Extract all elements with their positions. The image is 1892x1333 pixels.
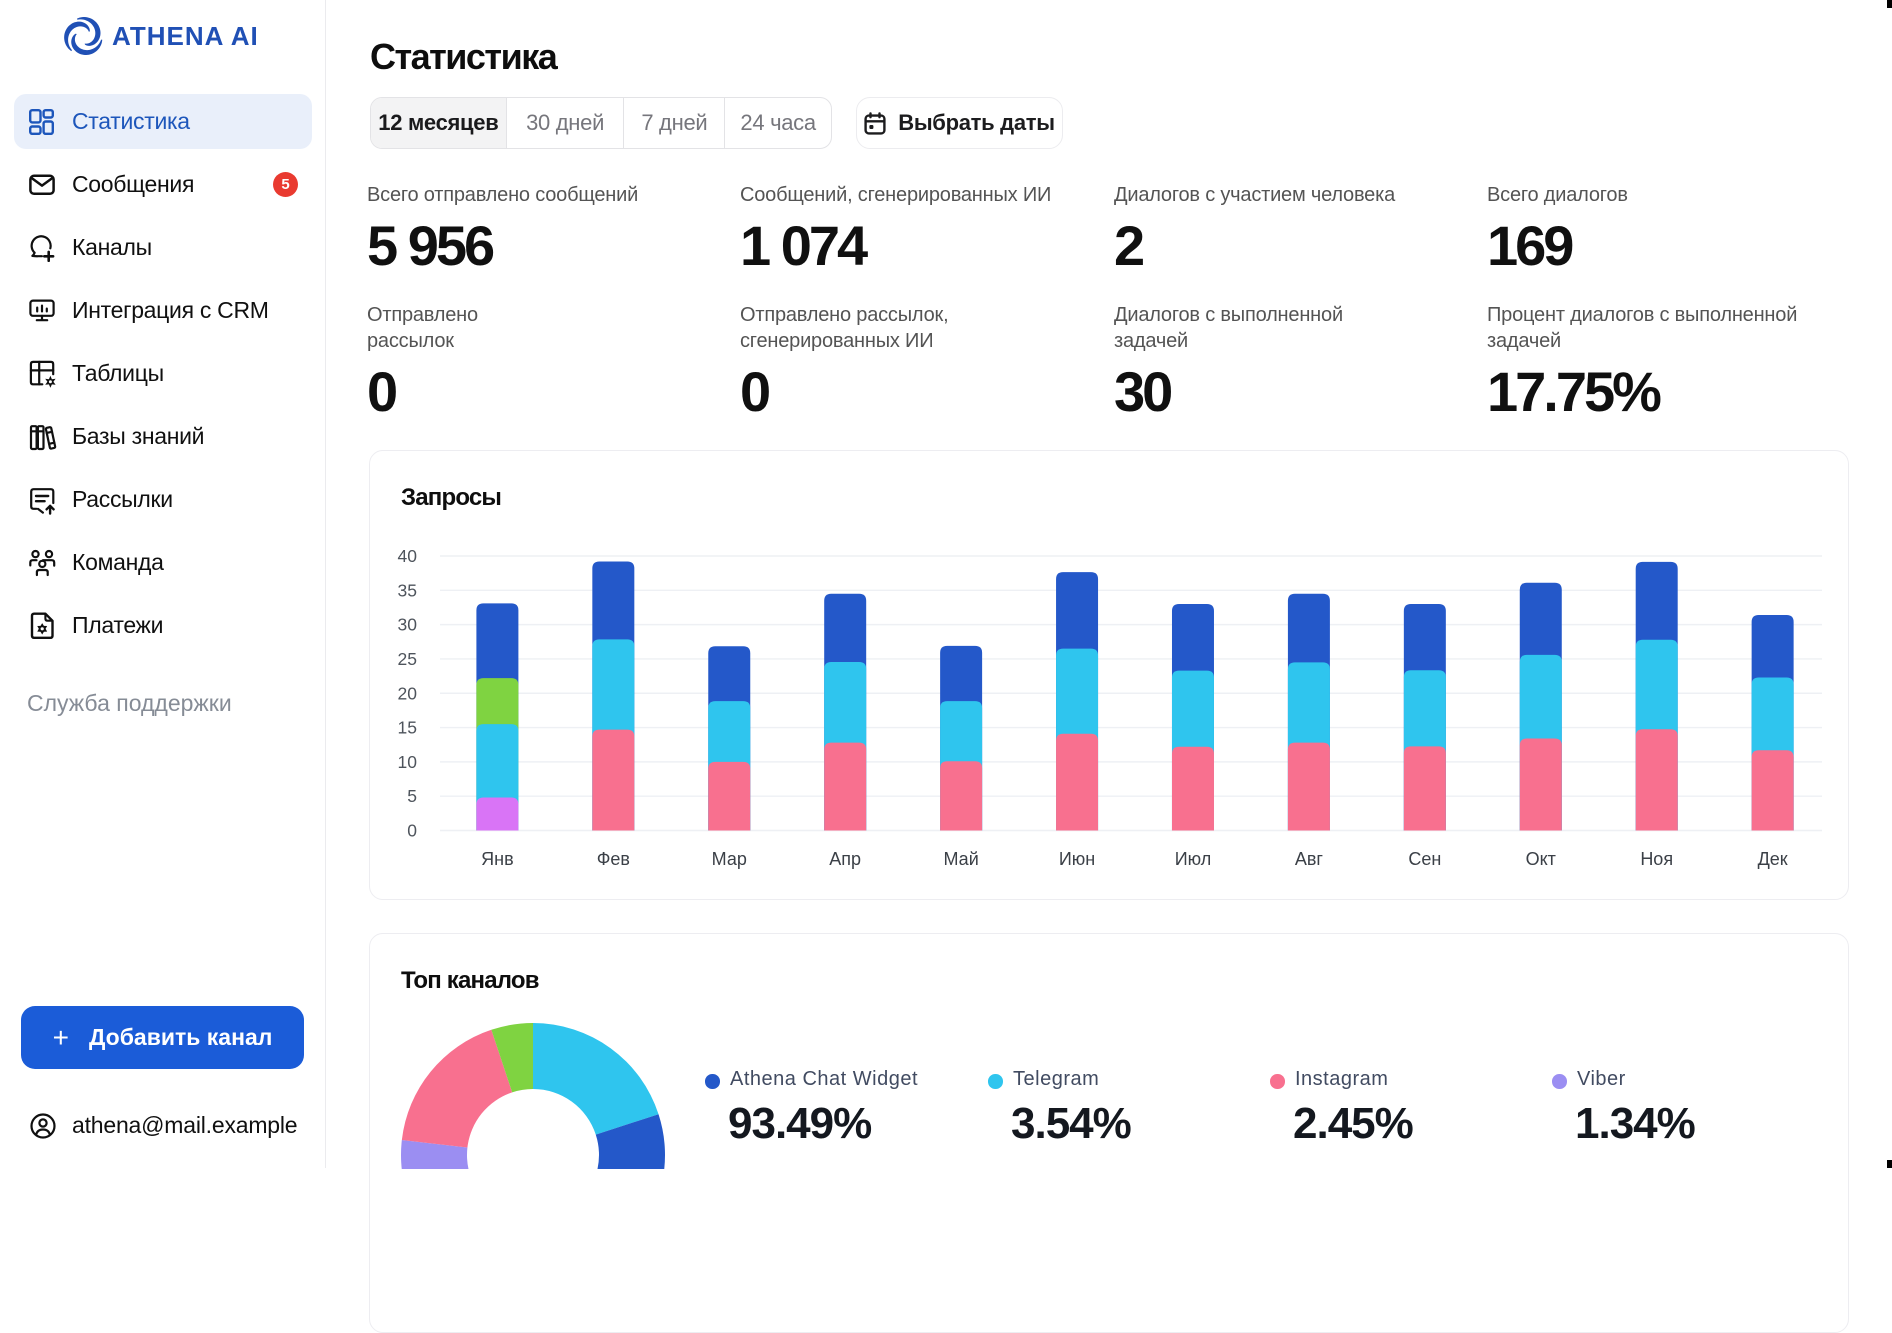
svg-text:Мар: Мар [712, 849, 747, 869]
svg-text:5: 5 [407, 786, 417, 806]
svg-text:25: 25 [398, 649, 417, 669]
svg-text:Авг: Авг [1295, 849, 1324, 869]
svg-text:Дек: Дек [1758, 849, 1788, 869]
svg-text:Фев: Фев [597, 849, 630, 869]
svg-text:35: 35 [398, 580, 417, 600]
svg-text:40: 40 [398, 546, 418, 566]
svg-text:Май: Май [943, 849, 978, 869]
svg-text:Янв: Янв [481, 849, 514, 869]
svg-text:Сен: Сен [1408, 849, 1441, 869]
svg-text:0: 0 [407, 821, 417, 841]
svg-text:10: 10 [398, 752, 418, 772]
svg-text:Июл: Июл [1175, 849, 1212, 869]
svg-text:20: 20 [398, 683, 418, 703]
svg-text:Окт: Окт [1526, 849, 1556, 869]
svg-text:Ноя: Ноя [1640, 849, 1673, 869]
svg-text:Июн: Июн [1059, 849, 1095, 869]
svg-text:15: 15 [398, 718, 417, 738]
svg-text:30: 30 [398, 615, 418, 635]
svg-text:Апр: Апр [829, 849, 861, 869]
